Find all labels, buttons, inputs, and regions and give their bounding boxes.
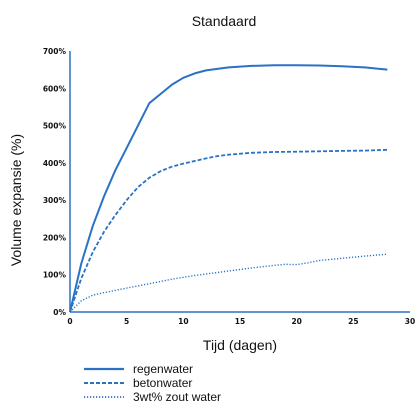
- legend-label: betonwater: [133, 376, 192, 390]
- x-tick-label: 10: [178, 317, 188, 326]
- y-tick-label: 300%: [43, 196, 67, 205]
- series-lines: [69, 64, 388, 313]
- series-line-2: [69, 148, 388, 313]
- y-tick-label: 200%: [43, 233, 67, 242]
- y-tick-label: 400%: [43, 159, 67, 168]
- chart-title: Standaard: [192, 13, 257, 29]
- x-axis-label: Tijd (dagen): [203, 337, 277, 353]
- legend-label: 3wt% zout water: [133, 390, 221, 404]
- x-tick-labels: 0 5 10 15 20 25 30: [67, 317, 415, 326]
- y-tick-label: 600%: [43, 84, 67, 93]
- x-tick-label: 5: [124, 317, 129, 326]
- series-line-1: [69, 64, 388, 313]
- legend-label: regenwater: [133, 362, 193, 376]
- y-tick-label: 500%: [43, 122, 67, 131]
- x-tick-label: 20: [291, 317, 301, 326]
- y-tick-labels: 0% 100% 200% 300% 400% 500% 600% 700%: [43, 47, 67, 317]
- x-tick-label: 0: [67, 317, 72, 326]
- series-line-3: [69, 253, 388, 313]
- y-tick-label: 700%: [43, 47, 67, 56]
- axes: [69, 51, 410, 313]
- x-tick-label: 15: [235, 317, 245, 326]
- x-tick-label: 25: [348, 317, 358, 326]
- y-axis-label: Volume expansie (%): [8, 134, 24, 266]
- x-tick-label: 30: [405, 317, 415, 326]
- y-tick-label: 0%: [53, 308, 66, 317]
- y-tick-label: 100%: [43, 271, 67, 280]
